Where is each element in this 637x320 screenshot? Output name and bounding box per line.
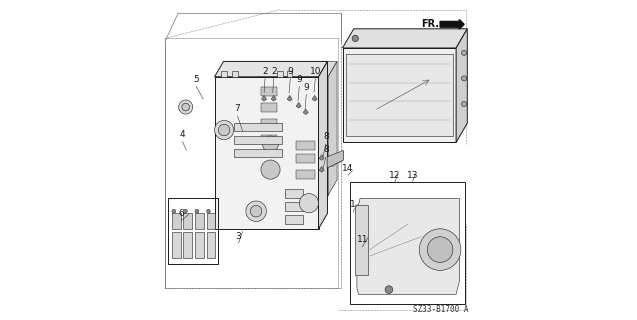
Circle shape — [246, 201, 266, 221]
Circle shape — [195, 209, 199, 213]
Polygon shape — [262, 95, 267, 101]
Bar — [172, 232, 181, 258]
Text: 9: 9 — [296, 75, 302, 84]
Polygon shape — [319, 166, 324, 172]
Bar — [234, 123, 282, 131]
Polygon shape — [318, 61, 327, 229]
Circle shape — [172, 209, 176, 213]
Circle shape — [352, 35, 359, 42]
Polygon shape — [215, 61, 327, 77]
Circle shape — [182, 103, 190, 111]
Polygon shape — [355, 205, 368, 275]
Bar — [287, 71, 292, 77]
Bar — [206, 213, 215, 229]
Bar — [285, 215, 303, 224]
Bar — [221, 71, 227, 77]
Text: 8: 8 — [323, 132, 329, 141]
Circle shape — [206, 209, 210, 213]
Polygon shape — [287, 95, 292, 101]
Polygon shape — [258, 77, 328, 195]
Bar — [183, 232, 192, 258]
Bar — [296, 170, 315, 179]
Circle shape — [183, 209, 187, 213]
Polygon shape — [296, 102, 301, 108]
Circle shape — [299, 194, 318, 213]
Bar — [234, 149, 282, 157]
Circle shape — [427, 237, 453, 262]
Bar — [346, 54, 453, 136]
Circle shape — [218, 124, 230, 136]
Text: 3: 3 — [236, 232, 241, 241]
Polygon shape — [327, 150, 343, 168]
Circle shape — [215, 120, 234, 140]
Bar — [285, 189, 303, 198]
Text: 4: 4 — [180, 130, 185, 139]
Text: 2: 2 — [271, 67, 276, 76]
Bar — [296, 154, 315, 163]
Polygon shape — [343, 48, 456, 142]
Text: 12: 12 — [389, 171, 400, 180]
Bar — [277, 71, 283, 77]
Circle shape — [462, 101, 467, 107]
Text: 13: 13 — [406, 171, 418, 180]
Polygon shape — [328, 61, 337, 195]
Bar — [296, 141, 315, 150]
Text: 2: 2 — [262, 67, 268, 76]
Text: 1: 1 — [350, 200, 356, 209]
Text: 9: 9 — [287, 67, 293, 76]
Bar — [172, 213, 181, 229]
FancyArrow shape — [440, 20, 464, 29]
Text: 10: 10 — [310, 67, 321, 76]
Polygon shape — [215, 77, 318, 229]
Text: 5: 5 — [194, 75, 199, 84]
Circle shape — [178, 100, 193, 114]
Polygon shape — [343, 29, 468, 48]
Bar — [234, 136, 282, 144]
Circle shape — [250, 205, 262, 217]
Bar — [261, 119, 277, 128]
Bar — [195, 213, 204, 229]
Polygon shape — [357, 198, 459, 294]
Circle shape — [462, 50, 467, 55]
Bar — [261, 87, 277, 96]
Circle shape — [262, 136, 278, 152]
Polygon shape — [319, 155, 324, 160]
Bar — [350, 182, 465, 304]
Circle shape — [261, 160, 280, 179]
Text: SZ33-B1700 A: SZ33-B1700 A — [413, 305, 469, 314]
Text: 14: 14 — [342, 164, 354, 173]
Bar — [261, 103, 277, 112]
Text: FR.: FR. — [421, 19, 439, 29]
Polygon shape — [456, 29, 468, 142]
Polygon shape — [258, 61, 337, 77]
Polygon shape — [303, 109, 308, 115]
Bar — [168, 198, 218, 264]
Bar — [183, 213, 192, 229]
Circle shape — [385, 286, 393, 293]
Text: 9: 9 — [303, 83, 309, 92]
Circle shape — [419, 229, 461, 270]
Text: 8: 8 — [323, 145, 329, 154]
Bar — [206, 232, 215, 258]
Text: 7: 7 — [234, 104, 240, 113]
Circle shape — [462, 76, 467, 81]
Polygon shape — [312, 95, 317, 101]
Polygon shape — [271, 95, 276, 101]
Bar — [232, 71, 238, 77]
Text: 6: 6 — [178, 209, 184, 218]
Bar — [261, 135, 277, 144]
Text: 11: 11 — [357, 236, 368, 244]
Bar — [195, 232, 204, 258]
Bar — [285, 202, 303, 211]
